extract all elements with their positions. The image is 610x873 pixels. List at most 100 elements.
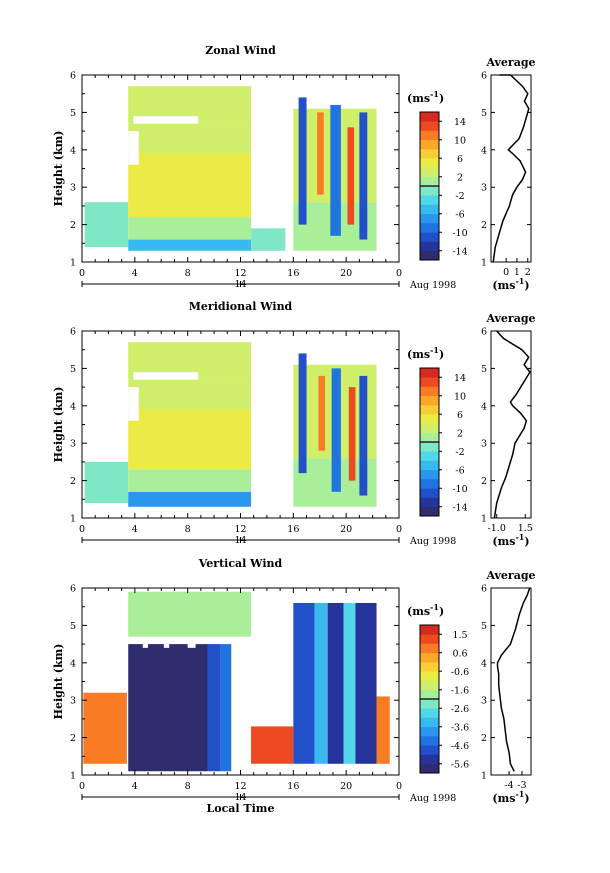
x-tick-label: 20 bbox=[340, 781, 352, 792]
heatmap-region bbox=[331, 368, 341, 492]
avg-y-tick-label: 5 bbox=[481, 621, 487, 632]
y-tick-label: 5 bbox=[70, 108, 76, 119]
average-profile: Average 1 2 3 4 5 6 -1.0 1.5(ms-1) bbox=[481, 312, 536, 548]
avg-x-tick-label: 1 bbox=[514, 267, 520, 278]
panel-title: Vertical Wind bbox=[198, 557, 283, 570]
colorbar-tick-label: -2.6 bbox=[451, 704, 469, 715]
heatmap-region bbox=[128, 591, 252, 637]
colorbar-tick-label: -1.6 bbox=[451, 685, 469, 696]
heatmap-region bbox=[343, 602, 356, 764]
x-tick-label: 20 bbox=[340, 268, 352, 279]
heatmap-region bbox=[83, 692, 127, 764]
avg-y-tick-label: 1 bbox=[481, 258, 487, 269]
average-profile: Average 1 2 3 4 5 6 -4 -3(ms-1) bbox=[481, 569, 536, 805]
heatmap-region bbox=[251, 726, 294, 764]
colorbar-swatch bbox=[420, 745, 439, 755]
avg-y-tick-label: 6 bbox=[481, 584, 487, 595]
y-axis-label: Height (km) bbox=[52, 644, 65, 720]
y-tick-label: 1 bbox=[70, 258, 76, 269]
avg-y-tick-label: 4 bbox=[481, 401, 487, 412]
y-tick-label: 4 bbox=[70, 401, 76, 412]
colorbar-swatch bbox=[420, 395, 439, 406]
y-tick-label: 4 bbox=[70, 658, 76, 669]
y-tick-label: 3 bbox=[70, 183, 76, 194]
heatmap-region bbox=[314, 602, 328, 764]
colorbar-swatch bbox=[420, 130, 439, 141]
colorbar-swatch bbox=[420, 186, 439, 196]
panel-title: Meridional Wind bbox=[189, 300, 293, 313]
colorbar-tick-label: -3.6 bbox=[451, 722, 469, 733]
x-tick-label: 0 bbox=[79, 268, 85, 279]
heatmap-region bbox=[327, 602, 344, 764]
avg-y-tick-label: 6 bbox=[481, 71, 487, 82]
colorbar-tick-label: -14 bbox=[452, 246, 467, 257]
heatmap-region bbox=[376, 696, 390, 764]
heatmap-region bbox=[128, 469, 252, 492]
heatmap-region bbox=[128, 153, 252, 218]
heatmap-region bbox=[359, 375, 368, 496]
colorbar-swatch bbox=[420, 213, 439, 224]
colorbar-tick-label: 2 bbox=[457, 172, 463, 183]
avg-x-tick-label: -1.0 bbox=[488, 523, 506, 534]
x-tick-label: 8 bbox=[185, 781, 191, 792]
x-tick-label: 0 bbox=[79, 524, 85, 535]
average-line bbox=[493, 330, 531, 519]
colorbar-swatch bbox=[420, 689, 439, 700]
x-tick-label: 12 bbox=[234, 524, 246, 535]
average-line bbox=[496, 587, 531, 772]
heatmap-region bbox=[359, 112, 368, 240]
colorbar-swatch bbox=[420, 451, 439, 461]
colorbar-swatch bbox=[420, 386, 439, 397]
heatmap-region bbox=[128, 491, 252, 507]
x-tick-label: 0 bbox=[396, 268, 402, 279]
average-unit: (ms-1) bbox=[492, 276, 529, 292]
colorbar: 14 10 6 2 -2 -6 -10 -14 (ms-1) bbox=[407, 89, 468, 261]
heatmap-region bbox=[128, 239, 252, 251]
y-tick-label: 5 bbox=[70, 364, 76, 375]
heatmap-region bbox=[251, 228, 286, 251]
heatmap-region bbox=[220, 644, 232, 772]
heatmap-region bbox=[318, 375, 326, 451]
colorbar-tick-label: 10 bbox=[454, 391, 466, 402]
x-tick-label: 4 bbox=[132, 524, 138, 535]
colorbar-swatch bbox=[420, 167, 439, 178]
avg-y-tick-label: 5 bbox=[481, 364, 487, 375]
x-tick-label: 20 bbox=[340, 524, 352, 535]
y-tick-label: 5 bbox=[70, 621, 76, 632]
colorbar-swatch bbox=[420, 232, 439, 242]
heatmap-region bbox=[298, 353, 307, 474]
colorbar-swatch bbox=[420, 423, 439, 434]
colorbar-tick-label: -5.6 bbox=[451, 759, 469, 770]
x-tick-label: 4 bbox=[132, 781, 138, 792]
x-tick-label: 0 bbox=[396, 524, 402, 535]
colorbar-swatch bbox=[420, 736, 439, 746]
x-tick-label: 4 bbox=[132, 268, 138, 279]
avg-y-tick-label: 3 bbox=[481, 183, 487, 194]
colorbar-swatch bbox=[420, 643, 439, 654]
average-unit: (ms-1) bbox=[492, 789, 529, 805]
data-gap bbox=[133, 372, 199, 380]
heatmap-region bbox=[347, 127, 355, 225]
colorbar-swatch bbox=[420, 680, 439, 691]
date-label: Aug 1998 bbox=[409, 793, 456, 804]
colorbar-tick-label: -14 bbox=[452, 502, 467, 513]
colorbar-swatch bbox=[420, 671, 439, 681]
colorbar-swatch bbox=[420, 241, 439, 252]
avg-y-tick-label: 1 bbox=[481, 771, 487, 782]
heatmap-region bbox=[207, 644, 221, 772]
colorbar: 14 10 6 2 -2 -6 -10 -14 (ms-1) bbox=[407, 345, 468, 517]
x-tick-label: 8 bbox=[185, 524, 191, 535]
average-title: Average bbox=[485, 569, 535, 582]
colorbar-swatch bbox=[420, 460, 439, 471]
panel-title: Zonal Wind bbox=[205, 44, 276, 57]
y-tick-label: 3 bbox=[70, 439, 76, 450]
colorbar-swatch bbox=[420, 176, 439, 187]
colorbar-swatch bbox=[420, 699, 439, 709]
data-gap bbox=[163, 640, 170, 648]
y-tick-label: 3 bbox=[70, 696, 76, 707]
colorbar-tick-label: -6 bbox=[455, 465, 464, 476]
heatmap-cells bbox=[83, 591, 390, 772]
colorbar-swatch bbox=[420, 195, 439, 205]
